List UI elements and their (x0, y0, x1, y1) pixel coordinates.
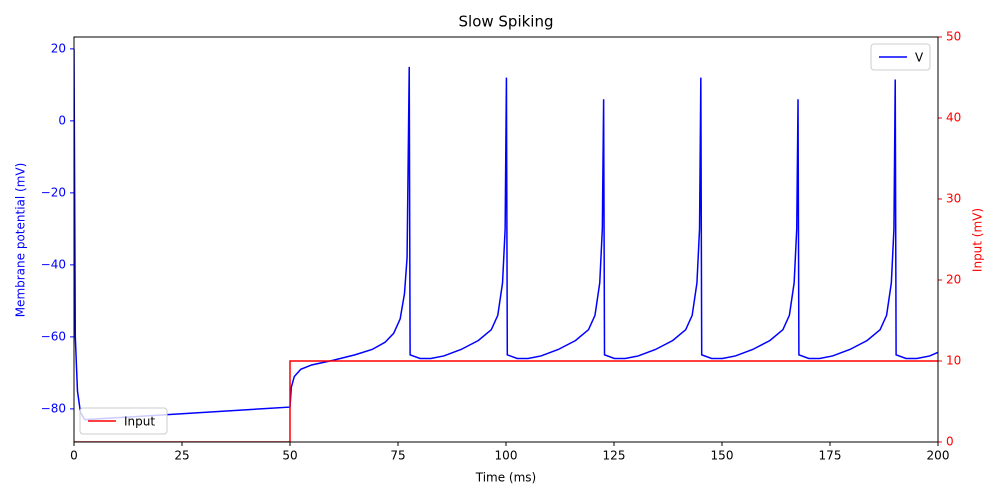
x-tick-label: 100 (495, 449, 518, 463)
y2-tick-label: 30 (946, 192, 961, 206)
y-tick-label: −60 (41, 329, 66, 343)
y-tick-label: −80 (41, 401, 66, 415)
x-tick-label: 50 (282, 449, 297, 463)
y2-tick-label: 20 (946, 273, 961, 287)
series-line (74, 48, 938, 421)
legend-label: V (915, 51, 924, 65)
y2-axis-label: Input (mV) (971, 208, 985, 272)
y2-tick-label: 50 (946, 30, 961, 44)
x-axis-label: Time (ms) (475, 471, 537, 485)
x-tick-label: 175 (819, 449, 842, 463)
x-tick-label: 150 (711, 449, 734, 463)
y2-tick-label: 40 (946, 111, 961, 125)
y-tick-label: 20 (51, 41, 66, 55)
y2-tick-label: 10 (946, 354, 961, 368)
legend-label: Input (124, 415, 155, 429)
x-tick-label: 0 (70, 449, 78, 463)
series-line (74, 360, 938, 442)
y-tick-label: −20 (41, 185, 66, 199)
plot-frame (73, 36, 939, 443)
y2-tick-label: 0 (946, 435, 954, 449)
y-tick-label: −40 (41, 257, 66, 271)
x-tick-label: 200 (927, 449, 950, 463)
y-tick-label: 0 (58, 113, 66, 127)
y-axis-label: Membrane potential (mV) (14, 163, 28, 318)
x-tick-label: 75 (390, 449, 405, 463)
x-tick-label: 125 (603, 449, 626, 463)
legend-box (79, 407, 168, 435)
x-tick-label: 25 (174, 449, 189, 463)
chart-title: Slow Spiking (459, 13, 554, 31)
